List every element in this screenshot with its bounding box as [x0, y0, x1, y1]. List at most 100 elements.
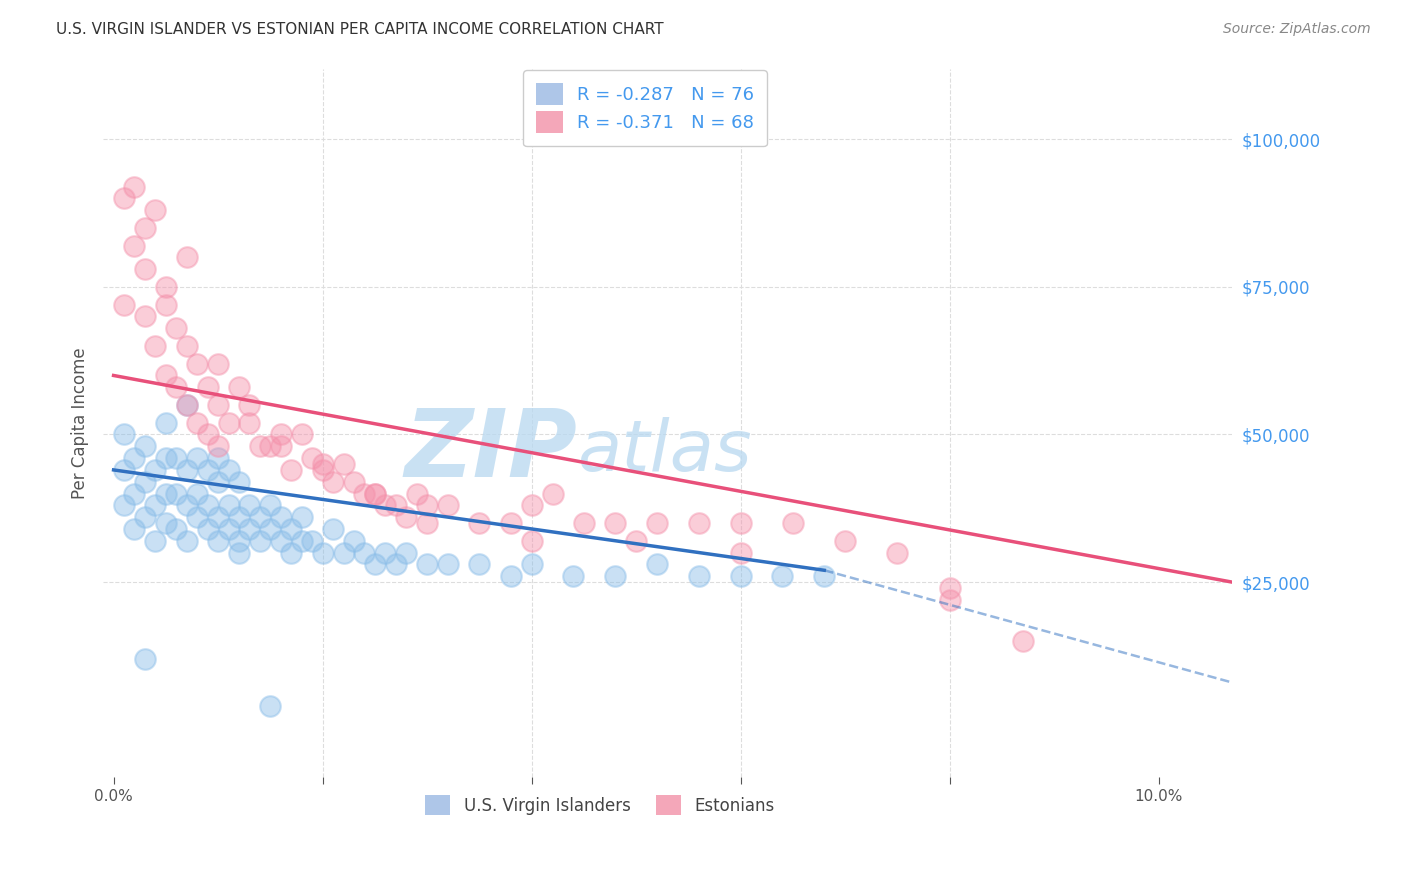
Y-axis label: Per Capita Income: Per Capita Income: [72, 347, 89, 499]
Point: [165, 486, 187, 500]
Text: ZIP: ZIP: [405, 405, 578, 497]
Point: [730, 545, 752, 559]
Point: [176, 463, 198, 477]
Point: [207, 398, 229, 412]
Point: [238, 416, 260, 430]
Point: [197, 380, 219, 394]
Point: [938, 592, 960, 607]
Point: [468, 516, 491, 530]
Point: [155, 368, 177, 383]
Point: [155, 516, 177, 530]
Point: [343, 533, 366, 548]
Point: [145, 463, 167, 477]
Point: [176, 339, 198, 353]
Point: [364, 558, 387, 572]
Point: [322, 475, 344, 489]
Point: [291, 533, 314, 548]
Point: [541, 486, 564, 500]
Point: [197, 499, 219, 513]
Point: [238, 522, 260, 536]
Point: [364, 486, 387, 500]
Point: [270, 533, 292, 548]
Point: [562, 569, 585, 583]
Point: [176, 533, 198, 548]
Point: [520, 499, 543, 513]
Point: [207, 439, 229, 453]
Point: [197, 427, 219, 442]
Point: [165, 380, 187, 394]
Point: [280, 545, 302, 559]
Point: [353, 486, 375, 500]
Point: [772, 569, 794, 583]
Point: [176, 398, 198, 412]
Point: [311, 463, 333, 477]
Point: [311, 457, 333, 471]
Point: [813, 569, 835, 583]
Point: [112, 298, 135, 312]
Point: [730, 569, 752, 583]
Point: [645, 516, 668, 530]
Point: [343, 475, 366, 489]
Point: [259, 699, 281, 714]
Point: [228, 510, 250, 524]
Point: [395, 510, 418, 524]
Point: [197, 463, 219, 477]
Point: [301, 533, 323, 548]
Point: [218, 499, 240, 513]
Point: [645, 558, 668, 572]
Point: [134, 439, 156, 453]
Point: [134, 220, 156, 235]
Point: [384, 499, 406, 513]
Point: [249, 510, 271, 524]
Point: [1011, 634, 1033, 648]
Point: [688, 516, 710, 530]
Point: [332, 457, 354, 471]
Point: [374, 545, 396, 559]
Point: [416, 516, 439, 530]
Point: [155, 451, 177, 466]
Text: U.S. VIRGIN ISLANDER VS ESTONIAN PER CAPITA INCOME CORRELATION CHART: U.S. VIRGIN ISLANDER VS ESTONIAN PER CAP…: [56, 22, 664, 37]
Point: [134, 262, 156, 277]
Point: [228, 475, 250, 489]
Point: [124, 179, 146, 194]
Point: [207, 533, 229, 548]
Point: [624, 533, 647, 548]
Point: [207, 475, 229, 489]
Point: [145, 499, 167, 513]
Point: [165, 451, 187, 466]
Point: [605, 569, 627, 583]
Point: [124, 486, 146, 500]
Point: [145, 339, 167, 353]
Text: atlas: atlas: [578, 417, 752, 485]
Point: [520, 558, 543, 572]
Point: [155, 416, 177, 430]
Point: [416, 499, 439, 513]
Point: [291, 427, 314, 442]
Point: [124, 522, 146, 536]
Point: [176, 251, 198, 265]
Point: [218, 463, 240, 477]
Point: [155, 486, 177, 500]
Point: [165, 321, 187, 335]
Point: [301, 451, 323, 466]
Point: [280, 463, 302, 477]
Point: [112, 191, 135, 205]
Point: [186, 451, 208, 466]
Point: [112, 427, 135, 442]
Point: [730, 516, 752, 530]
Point: [322, 522, 344, 536]
Point: [112, 499, 135, 513]
Point: [437, 558, 460, 572]
Point: [218, 416, 240, 430]
Point: [364, 486, 387, 500]
Point: [384, 558, 406, 572]
Point: [834, 533, 856, 548]
Point: [124, 451, 146, 466]
Point: [280, 522, 302, 536]
Point: [437, 499, 460, 513]
Point: [155, 298, 177, 312]
Legend: U.S. Virgin Islanders, Estonians: U.S. Virgin Islanders, Estonians: [415, 785, 785, 825]
Point: [259, 499, 281, 513]
Point: [207, 510, 229, 524]
Point: [207, 451, 229, 466]
